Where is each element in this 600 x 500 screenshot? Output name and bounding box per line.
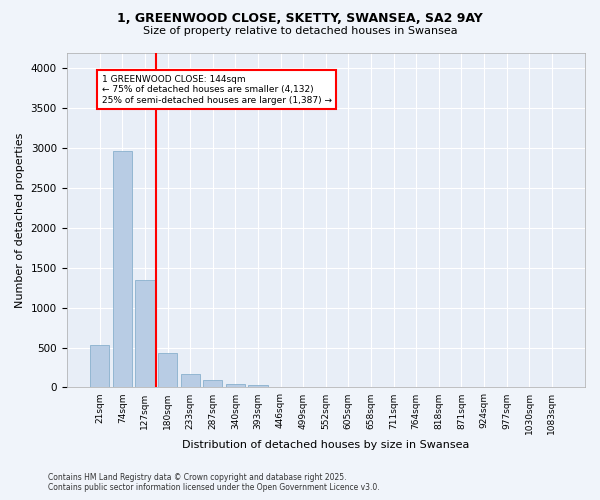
Text: Contains HM Land Registry data © Crown copyright and database right 2025.
Contai: Contains HM Land Registry data © Crown c… — [48, 473, 380, 492]
Bar — [90, 345, 109, 388]
Title: 1, GREENWOOD CLOSE, SKETTY, SWANSEA, SA2 9AY
Size of property relative to detach: 1, GREENWOOD CLOSE, SKETTY, SWANSEA, SA2… — [0, 499, 1, 500]
Bar — [113, 152, 132, 388]
Bar — [158, 353, 177, 388]
Bar — [271, 386, 290, 388]
Y-axis label: Number of detached properties: Number of detached properties — [15, 132, 25, 308]
Bar — [226, 384, 245, 388]
Text: 1, GREENWOOD CLOSE, SKETTY, SWANSEA, SA2 9AY: 1, GREENWOOD CLOSE, SKETTY, SWANSEA, SA2… — [117, 12, 483, 26]
Bar — [181, 374, 200, 388]
Bar — [248, 386, 268, 388]
Bar — [136, 280, 155, 388]
Text: 1 GREENWOOD CLOSE: 144sqm
← 75% of detached houses are smaller (4,132)
25% of se: 1 GREENWOOD CLOSE: 144sqm ← 75% of detac… — [102, 75, 332, 104]
Text: Size of property relative to detached houses in Swansea: Size of property relative to detached ho… — [143, 26, 457, 36]
X-axis label: Distribution of detached houses by size in Swansea: Distribution of detached houses by size … — [182, 440, 469, 450]
Bar — [203, 380, 223, 388]
